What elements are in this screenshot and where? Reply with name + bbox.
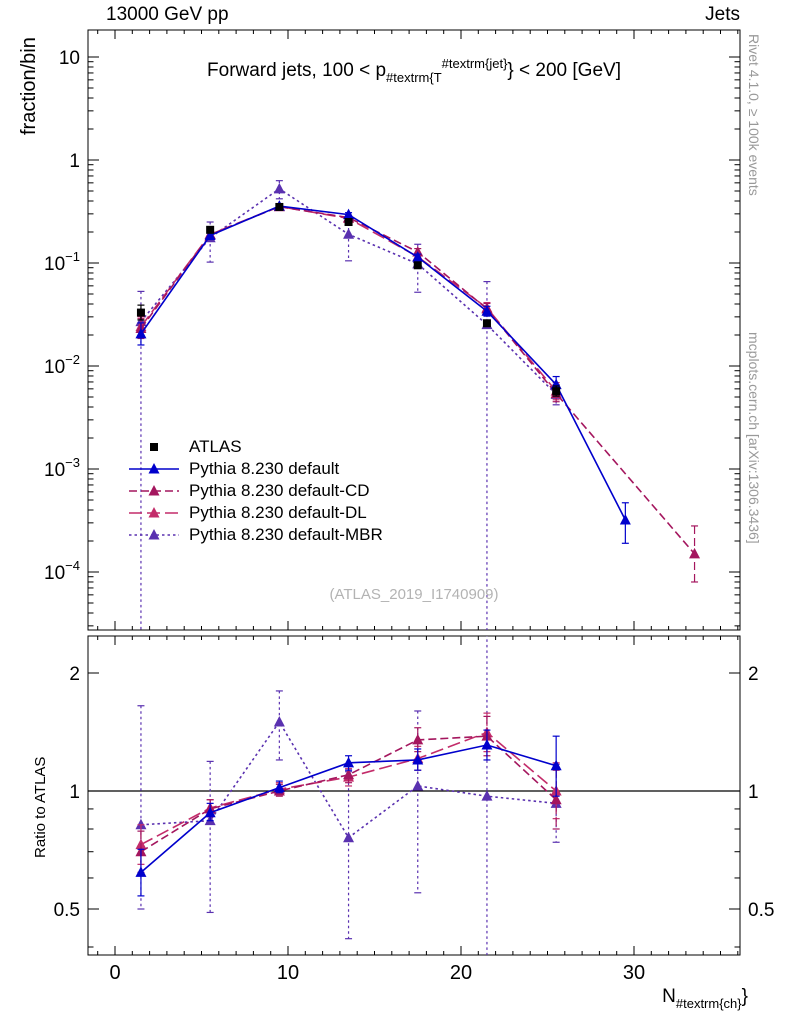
- data-point-marker: [412, 251, 424, 262]
- x-tick-label: 30: [623, 962, 645, 984]
- analysis-id-watermark: (ATLAS_2019_I1740909): [329, 586, 499, 603]
- series-pythia-default-ratio: [135, 729, 562, 897]
- data-point-marker: [344, 218, 353, 227]
- main-y-tick-label: 10−4: [44, 558, 80, 584]
- legend-label: Pythia 8.230 default: [189, 459, 340, 478]
- main-y-axis-title: fraction/bin: [18, 37, 40, 135]
- mcplots-reference-note: mcplots.cern.ch [arXiv:1306.3436]: [746, 332, 762, 544]
- ratio-y-tick-label-left: 2: [69, 664, 80, 685]
- main-y-tick-label: 10−3: [44, 455, 80, 481]
- ratio-panel-frame: [87, 635, 741, 956]
- data-point-marker: [273, 182, 285, 194]
- data-point-marker: [343, 208, 355, 220]
- legend-item-pythia-default-mbr: Pythia 8.230 default-MBR: [128, 524, 383, 546]
- series-atlas-main: [136, 202, 561, 397]
- pythia-default-dl-marker-sample: [129, 507, 179, 518]
- beam-energy-label: 13000 GeV pp: [106, 4, 229, 25]
- series-line: [140, 205, 627, 521]
- data-point-marker: [343, 228, 355, 239]
- data-point-marker: [481, 790, 493, 801]
- data-point-marker: [206, 225, 215, 234]
- x-axis-title: N#textrm{ch}}: [662, 986, 748, 1011]
- data-point-marker: [552, 387, 561, 396]
- data-point-marker: [482, 319, 491, 328]
- ratio-y-tick-label-right: 1: [748, 782, 759, 803]
- atlas-marker-sample: [150, 443, 158, 451]
- data-point-marker: [413, 261, 422, 270]
- legend-item-atlas: ATLAS: [128, 436, 383, 458]
- legend: ATLAS Pythia 8.230 default Pythia 8.230 de…: [128, 436, 383, 546]
- data-point-marker: [481, 305, 493, 316]
- data-point-marker: [135, 327, 147, 339]
- rivet-version-note: Rivet 4.1.0, ≥ 100k events: [746, 34, 762, 196]
- data-point-marker: [136, 308, 145, 317]
- x-axis-title-subscript: #textrm{ch}: [675, 996, 742, 1011]
- ratio-y-tick-label-right: 2: [748, 664, 759, 685]
- data-point-marker: [689, 547, 701, 559]
- data-point-marker: [550, 793, 562, 805]
- data-point-marker: [204, 806, 216, 818]
- data-point-marker: [619, 513, 631, 525]
- analysis-topic-label: Jets: [705, 4, 740, 25]
- legend-item-pythia-default: Pythia 8.230 default: [128, 458, 383, 480]
- data-point-marker: [275, 202, 284, 211]
- data-point-marker: [550, 759, 562, 771]
- data-point-marker: [481, 739, 493, 750]
- legend-label: Pythia 8.230 default-CD: [189, 481, 370, 500]
- data-point-marker: [273, 781, 285, 793]
- plot-title-post: } < 200 [GeV]: [507, 60, 621, 81]
- legend-item-pythia-default-dl: Pythia 8.230 default-DL: [128, 502, 383, 524]
- data-point-marker: [135, 818, 147, 830]
- plot-title-subscript: #textrm{T: [386, 70, 442, 85]
- series-line: [140, 205, 696, 555]
- pythia-default-cd-marker-sample: [129, 485, 179, 496]
- ratio-y-tick-label-left: 1: [69, 782, 80, 803]
- legend-label: Pythia 8.230 default-DL: [189, 503, 367, 522]
- data-point-marker: [412, 753, 424, 765]
- legend-item-pythia-default-cd: Pythia 8.230 default-CD: [128, 480, 383, 502]
- data-point-marker: [343, 768, 355, 780]
- pythia-default-marker-sample: [129, 463, 179, 474]
- axis-tick-labels: 10 1 10−1 10−2 10−3 10−4 2 2 1 1 0.5 0.5 0 10 20 30: [44, 48, 774, 984]
- panel-frames: [87, 29, 741, 956]
- plot-title-pre: Forward jets, 100 < p: [207, 60, 387, 81]
- series-pythia-default-mbr-ratio: [135, 636, 562, 955]
- main-y-tick-label: 10−2: [44, 352, 80, 378]
- main-y-tick-label: 1: [69, 151, 80, 172]
- x-tick-label: 20: [450, 962, 472, 984]
- data-point-marker: [273, 715, 285, 727]
- ratio-y-tick-label-left: 0.5: [54, 900, 80, 921]
- ratio-y-axis-title: Ratio to ATLAS: [32, 756, 49, 858]
- x-axis-title-post: }: [741, 986, 748, 1007]
- x-tick-label: 0: [109, 962, 120, 984]
- main-y-tick-label: 10: [59, 48, 80, 69]
- legend-label: ATLAS: [189, 437, 242, 456]
- data-point-marker: [343, 756, 355, 768]
- legend-label: Pythia 8.230 default-MBR: [189, 525, 383, 544]
- pythia-default-mbr-marker-sample: [129, 529, 179, 540]
- data-point-marker: [343, 831, 355, 843]
- plot-title-superscript: #textrm{jet}: [441, 56, 508, 71]
- x-axis-title-pre: N: [662, 986, 676, 1007]
- x-tick-label: 10: [277, 962, 299, 984]
- data-point-marker: [204, 229, 216, 240]
- data-point-marker: [412, 779, 424, 791]
- data-point-marker: [135, 866, 147, 877]
- plot-title: Forward jets, 100 < p#textrm{T#textrm{je…: [88, 56, 740, 85]
- data-point-marker: [412, 733, 424, 745]
- ratio-y-tick-label-right: 0.5: [748, 900, 774, 921]
- main-panel-frame: [87, 29, 741, 631]
- main-y-tick-label: 10−1: [44, 249, 80, 275]
